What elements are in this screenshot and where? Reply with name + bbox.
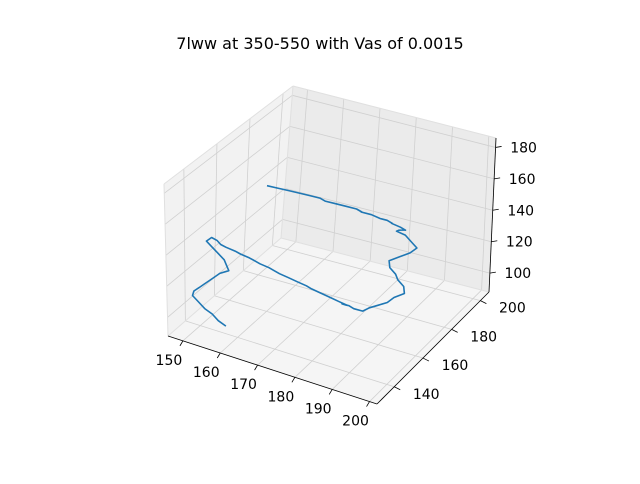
z-grid-line <box>289 125 495 180</box>
y-grid-line <box>242 118 251 271</box>
x-grid-line <box>294 270 408 378</box>
z-grid-line <box>165 157 288 256</box>
x-tick-label: 170 <box>230 377 257 393</box>
pane-edge <box>280 237 490 293</box>
x-grid-line <box>295 89 308 242</box>
y-tick-label: 200 <box>499 301 526 317</box>
y-tick <box>480 300 487 304</box>
y-tick <box>451 328 458 333</box>
z-tick-label: 100 <box>504 266 531 282</box>
x-grid-line <box>406 117 417 271</box>
x-tick <box>254 364 258 371</box>
z-tick-label: 160 <box>509 172 536 188</box>
z-tick-label: 180 <box>510 140 537 156</box>
y-grid-line <box>243 270 452 330</box>
x-grid-line <box>481 136 490 291</box>
z-tick <box>492 208 499 211</box>
z-grid-line <box>282 219 490 274</box>
z-grid-line <box>292 94 496 148</box>
y-tick <box>422 357 430 362</box>
chart-title: 7lww at 350-550 with Vas of 0.0015 <box>176 34 464 53</box>
y-grid-line <box>213 143 218 296</box>
series-line <box>191 184 418 327</box>
x-tick <box>291 377 296 383</box>
y-grid-line <box>271 93 284 246</box>
z-tick <box>491 240 498 243</box>
z-tick-label: 120 <box>506 235 533 251</box>
tick-labels: 1501601701801902001401601802001001201401… <box>156 140 537 429</box>
x-tick <box>216 352 221 359</box>
x-tick-label: 180 <box>268 389 295 405</box>
y-grid-line <box>272 245 481 302</box>
y-tick <box>394 386 401 391</box>
z-grid-line <box>167 219 283 318</box>
z-grid-line <box>287 156 493 211</box>
y-axis-line <box>376 291 490 405</box>
z-grid-line <box>166 188 286 287</box>
z-tick <box>495 146 502 148</box>
x-tick <box>179 340 184 347</box>
x-grid-line <box>444 126 453 281</box>
x-tick-label: 200 <box>342 414 369 430</box>
z-axis-line <box>488 137 497 293</box>
z-grid-line <box>164 126 291 225</box>
left-pane <box>164 86 293 336</box>
x-axis-line <box>167 335 378 405</box>
x-tick-label: 160 <box>193 365 220 381</box>
x-grid-line <box>219 251 334 354</box>
pane-edge <box>163 85 294 185</box>
y-grid-line <box>183 168 186 321</box>
x-grid-line <box>182 241 297 342</box>
y-grid-line <box>185 320 395 388</box>
tick-marks <box>179 146 502 407</box>
y-tick-label: 140 <box>413 387 440 403</box>
x-tick-label: 150 <box>156 353 183 369</box>
x-grid-line <box>331 280 445 390</box>
pane-edge <box>280 85 294 239</box>
x-grid-line <box>369 108 381 262</box>
y-tick-label: 160 <box>442 358 469 374</box>
grid-lines <box>164 89 496 402</box>
axis-lines <box>163 85 497 405</box>
pane-edge <box>292 85 497 139</box>
x-tick-label: 190 <box>305 401 332 417</box>
series-lines <box>191 184 418 327</box>
x-tick <box>366 401 370 407</box>
z-tick-label: 140 <box>507 203 534 219</box>
pane-edge <box>167 237 282 337</box>
y-tick-label: 180 <box>470 329 497 345</box>
x-tick <box>328 389 333 395</box>
x-grid-line <box>332 98 345 252</box>
pane-edge <box>163 183 169 337</box>
z-tick <box>494 177 501 180</box>
y-grid-line <box>214 295 424 359</box>
x-grid-line <box>257 260 371 366</box>
z-tick <box>489 271 496 274</box>
z-grid-line <box>164 94 293 194</box>
x-grid-line <box>369 289 482 402</box>
